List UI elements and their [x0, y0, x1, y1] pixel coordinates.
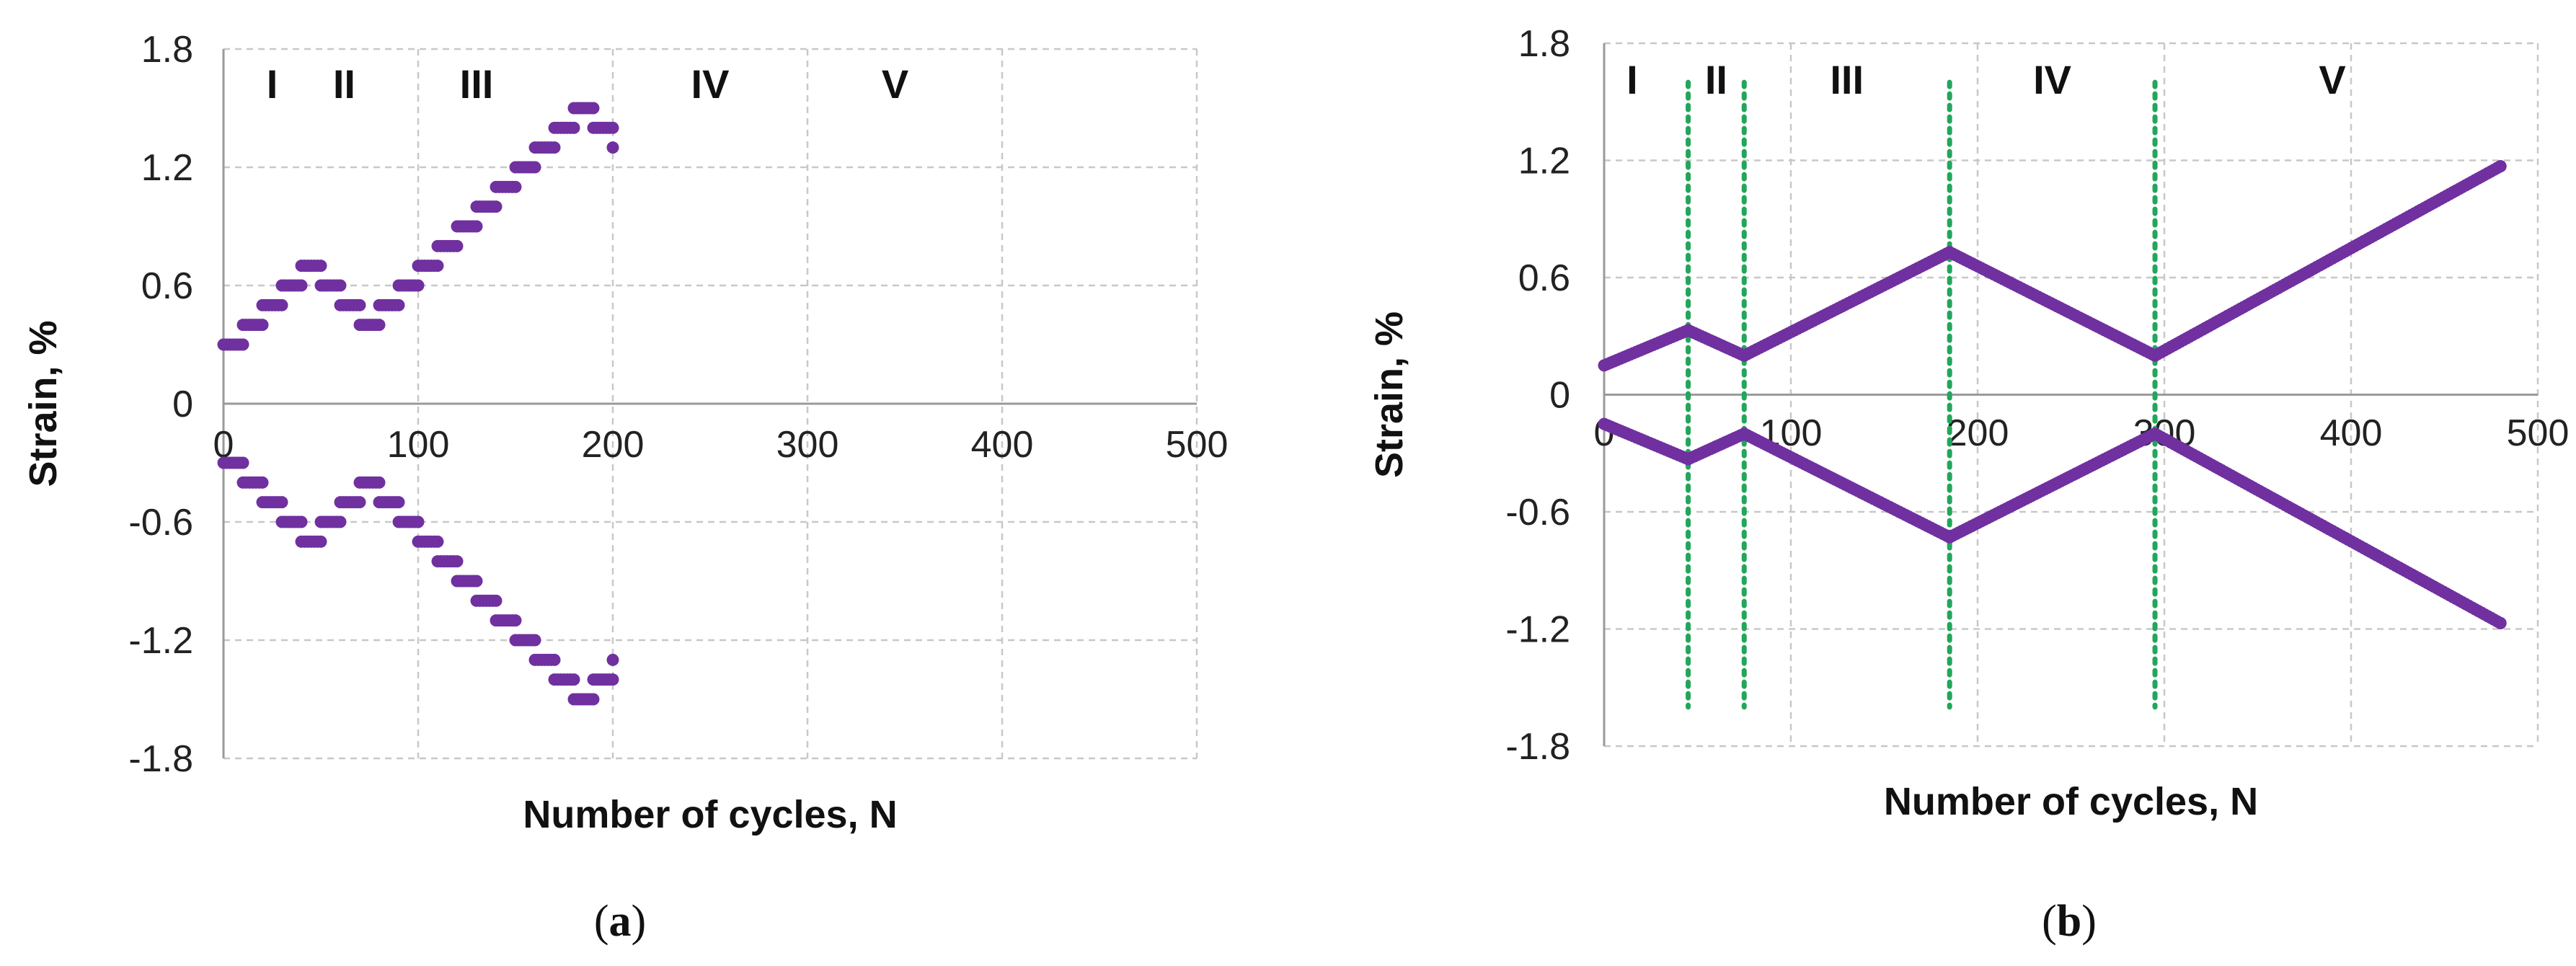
data-point: [528, 634, 541, 647]
data-point: [606, 653, 619, 666]
data-point: [256, 319, 269, 332]
data-point: [587, 693, 600, 706]
data-point: [295, 515, 308, 528]
chart-panel-b: 1.81.20.60-0.6-1.2-1.80100200300400500II…: [1368, 23, 2569, 946]
x-tick-label: 200: [582, 424, 645, 466]
data-point: [275, 298, 288, 311]
data-point: [490, 200, 503, 213]
data-point: [2494, 160, 2507, 173]
data-point: [334, 279, 347, 292]
y-axis-title: Strain, %: [22, 320, 65, 487]
data-point: [451, 555, 464, 568]
y-tick-label: 0.6: [141, 265, 193, 307]
y-tick-label: 0: [172, 384, 193, 425]
data-point: [412, 279, 425, 292]
data-point: [606, 121, 619, 134]
data-point: [509, 614, 522, 627]
y-tick-label: 1.8: [1518, 23, 1570, 65]
x-tick-label: 200: [1947, 412, 2009, 454]
y-axis-title: Strain, %: [1368, 311, 1411, 478]
data-point: [567, 673, 580, 686]
data-point: [548, 141, 561, 154]
y-tick-label: 0.6: [1518, 257, 1570, 299]
series-negative-strain: [1598, 417, 2507, 629]
data-point: [528, 161, 541, 174]
data-point: [431, 535, 444, 548]
data-point: [236, 338, 249, 351]
x-axis-title: Number of cycles, N: [1884, 780, 2258, 823]
panel-letter: a: [609, 897, 632, 946]
data-point: [490, 594, 503, 607]
x-tick-label: 500: [1166, 424, 1229, 466]
y-tick-label: -1.2: [128, 620, 193, 662]
data-point: [373, 319, 386, 332]
y-tick-label: 1.2: [1518, 141, 1570, 182]
phase-label: III: [460, 61, 494, 107]
data-point: [606, 673, 619, 686]
data-point: [373, 476, 386, 489]
x-tick-label: 300: [776, 424, 839, 466]
data-point: [606, 141, 619, 154]
panel-label: (b): [2042, 897, 2097, 946]
x-tick-label: 500: [2507, 412, 2570, 454]
phase-label: II: [333, 61, 355, 107]
y-tick-label: -1.8: [1505, 726, 1570, 768]
y-tick-label: -0.6: [1505, 492, 1570, 533]
x-axis-title: Number of cycles, N: [523, 793, 897, 836]
y-tick-label: -0.6: [128, 502, 193, 544]
phase-label: III: [1830, 57, 1864, 102]
data-point: [548, 653, 561, 666]
data-point: [567, 121, 580, 134]
series-positive-strain: [217, 102, 619, 351]
data-point: [314, 260, 327, 272]
data-point: [470, 575, 483, 588]
data-point: [392, 298, 405, 311]
data-point: [353, 298, 366, 311]
phase-label: II: [1705, 57, 1727, 102]
series-positive-strain: [1598, 160, 2507, 372]
panel-label: (a): [594, 897, 646, 946]
data-point: [412, 515, 425, 528]
data-point: [236, 456, 249, 469]
data-point: [2494, 616, 2507, 629]
data-point: [470, 220, 483, 233]
data-point: [431, 260, 444, 272]
phase-label: I: [267, 61, 278, 107]
y-tick-label: 1.8: [141, 29, 193, 71]
data-point: [334, 515, 347, 528]
x-tick-label: 400: [2320, 412, 2383, 454]
data-point: [295, 279, 308, 292]
phase-label: V: [2319, 57, 2345, 102]
data-point: [587, 102, 600, 115]
data-point: [451, 239, 464, 252]
y-tick-label: -1.2: [1505, 609, 1570, 651]
data-point: [256, 476, 269, 489]
phase-label: IV: [2033, 57, 2071, 102]
panel-letter: b: [2057, 897, 2081, 946]
data-point: [392, 496, 405, 509]
y-tick-label: 0: [1549, 375, 1570, 417]
phase-label: I: [1626, 57, 1638, 102]
series-negative-strain: [217, 456, 619, 706]
phase-label: V: [882, 61, 908, 107]
data-point: [509, 180, 522, 193]
y-tick-label: 1.2: [141, 147, 193, 189]
x-tick-label: 100: [387, 424, 450, 466]
phase-label: IV: [691, 61, 730, 107]
data-point: [353, 496, 366, 509]
data-point: [275, 496, 288, 509]
gridlines: [222, 48, 1198, 760]
y-tick-label: -1.8: [128, 738, 193, 780]
data-point: [314, 535, 327, 548]
x-tick-label: 400: [971, 424, 1034, 466]
